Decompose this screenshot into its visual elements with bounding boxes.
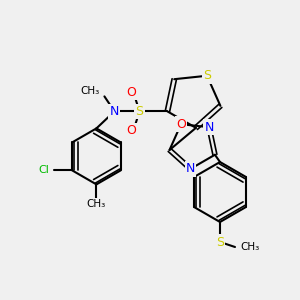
- Text: N: N: [204, 121, 214, 134]
- Text: O: O: [127, 124, 136, 137]
- Text: S: S: [203, 69, 211, 82]
- Text: O: O: [176, 118, 186, 131]
- Text: N: N: [110, 105, 119, 118]
- Text: CH₃: CH₃: [80, 86, 99, 96]
- Text: CH₃: CH₃: [87, 200, 106, 209]
- Text: N: N: [186, 162, 195, 176]
- Text: S: S: [216, 236, 224, 248]
- Text: Cl: Cl: [38, 165, 49, 176]
- Text: S: S: [135, 105, 143, 118]
- Text: O: O: [127, 86, 136, 99]
- Text: CH₃: CH₃: [240, 242, 259, 252]
